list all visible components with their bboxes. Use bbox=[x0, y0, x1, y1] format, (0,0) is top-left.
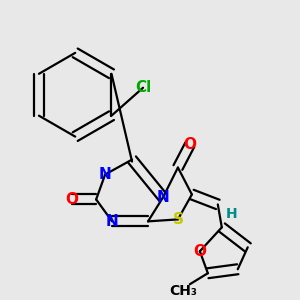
Text: N: N bbox=[99, 167, 112, 182]
Text: O: O bbox=[194, 244, 206, 259]
Text: S: S bbox=[172, 212, 183, 227]
Text: N: N bbox=[157, 190, 169, 205]
Text: O: O bbox=[183, 137, 196, 152]
Text: CH₃: CH₃ bbox=[169, 284, 197, 298]
Text: H: H bbox=[226, 207, 238, 221]
Text: O: O bbox=[66, 192, 79, 207]
Text: N: N bbox=[106, 214, 118, 229]
Text: Cl: Cl bbox=[135, 80, 151, 95]
